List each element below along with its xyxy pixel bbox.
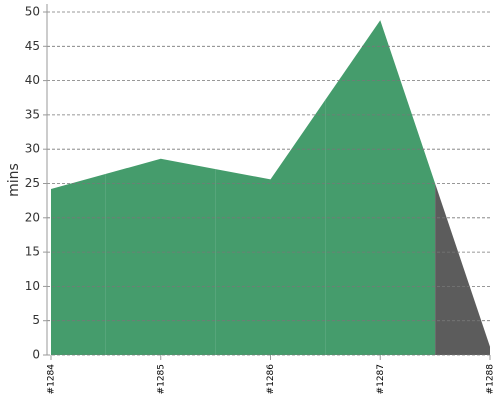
y-tick-label: 25 (25, 176, 40, 190)
y-tick-label: 10 (25, 279, 40, 293)
y-tick-label: 45 (25, 39, 40, 53)
y-tick-label: 50 (25, 5, 40, 19)
y-tick-label: 15 (25, 245, 40, 259)
y-tick-label: 35 (25, 107, 40, 121)
area-segment (435, 183, 490, 355)
y-axis-label: mins (6, 163, 22, 197)
x-tick-label: #1286 (266, 364, 276, 395)
x-tick-label: #1287 (376, 364, 386, 394)
area-segment (105, 158, 216, 355)
y-tick-label: 30 (25, 142, 40, 156)
x-tick-label: #1288 (486, 364, 496, 395)
area-segment (51, 173, 106, 355)
y-tick-label: 0 (32, 348, 40, 362)
x-tick-label: #1284 (47, 364, 57, 395)
y-tick-label: 5 (32, 313, 40, 327)
y-tick-label: 20 (25, 210, 40, 224)
y-tick-label: 40 (25, 73, 40, 87)
area-segment (215, 99, 326, 355)
area-segment (325, 20, 436, 356)
x-tick-label: #1285 (156, 364, 166, 394)
